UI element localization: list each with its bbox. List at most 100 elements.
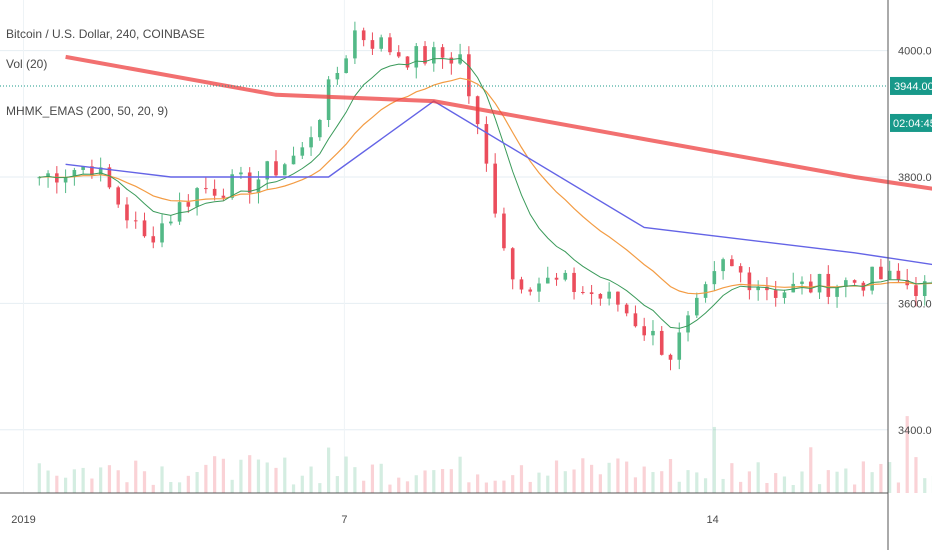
candle-body <box>449 57 454 64</box>
candle-body <box>169 221 173 224</box>
candle-body <box>160 223 164 243</box>
last-price-tag-label: 3944.00 <box>894 81 932 93</box>
candle-body <box>598 294 603 299</box>
candle-body <box>782 292 787 298</box>
price-tick-label: 3800.00 <box>898 172 932 184</box>
candle-body <box>265 161 270 180</box>
volume-bar <box>204 464 208 493</box>
volume-bar <box>546 475 550 493</box>
volume-bar <box>291 484 296 493</box>
candle-body <box>519 279 524 290</box>
volume-bar <box>353 467 357 493</box>
volume-bar <box>695 472 699 493</box>
candle-body <box>125 204 129 221</box>
volume-bar <box>81 467 85 493</box>
ema-9-line <box>39 57 932 329</box>
candle-body <box>335 73 340 80</box>
volume-bar <box>686 470 690 493</box>
candle-body <box>835 286 839 297</box>
volume-bar <box>660 471 664 493</box>
candle-body <box>870 266 874 291</box>
candle-body <box>879 266 883 280</box>
volume-bar <box>388 484 392 493</box>
volume-bar <box>756 462 760 493</box>
candle-body <box>844 280 848 287</box>
volume-bar <box>861 461 865 493</box>
volume-bar <box>55 475 59 493</box>
candle-body <box>773 290 778 298</box>
volume-bar <box>879 463 883 493</box>
volume-bar <box>64 477 68 493</box>
candle-body <box>721 259 725 272</box>
volume-bar <box>826 470 830 493</box>
volume-bar <box>37 463 41 493</box>
candle-body <box>204 188 208 190</box>
candle-body <box>247 172 252 193</box>
volume-bar <box>528 481 532 493</box>
volume-bar <box>309 466 313 493</box>
volume-bar <box>800 471 804 493</box>
candle-body <box>318 119 322 138</box>
volume-bar <box>116 470 120 493</box>
volume-bar <box>721 478 725 493</box>
price-tick-label: 4000.00 <box>898 46 932 58</box>
price-tick-label: 3400.00 <box>898 425 932 437</box>
volume-bar <box>747 471 751 493</box>
candle-body <box>63 177 68 183</box>
volume-bar <box>476 474 480 493</box>
candle-body <box>484 124 489 164</box>
volume-bar <box>923 478 927 493</box>
candle-body <box>46 173 50 178</box>
candle-body <box>414 46 419 68</box>
volume-bar <box>467 482 471 493</box>
volume-bar <box>432 470 436 493</box>
candle-body <box>326 79 331 120</box>
countdown-tag <box>890 113 932 132</box>
candle-body <box>896 270 901 281</box>
time-tick-label: 14 <box>706 514 718 526</box>
candle-body <box>81 166 85 170</box>
volume-bar <box>809 447 813 493</box>
candle-body <box>107 167 112 188</box>
candle-body <box>116 187 120 205</box>
volume-bar <box>274 467 278 493</box>
volume-bar <box>519 465 524 493</box>
candle-body <box>177 202 182 222</box>
ema-50-line <box>65 100 932 266</box>
candle-body <box>467 54 471 97</box>
candle-body <box>545 277 550 284</box>
candle-body <box>370 40 375 49</box>
volume-bar <box>239 459 243 493</box>
candle-body <box>186 202 191 207</box>
candle-body <box>624 304 629 314</box>
candle-body <box>423 46 427 64</box>
volume-bar <box>712 426 716 493</box>
candle-body <box>493 163 497 214</box>
candle-body <box>291 155 296 165</box>
candle-body <box>756 286 760 291</box>
volume-bar <box>668 459 673 493</box>
candle-body <box>686 315 690 333</box>
volume-bar <box>870 472 874 493</box>
candle-body <box>712 271 717 285</box>
volume-bar <box>572 469 576 493</box>
candle-body <box>256 179 261 193</box>
candle-body <box>817 273 822 293</box>
candle-body <box>300 147 305 156</box>
volume-bar <box>318 483 322 493</box>
volume-bar <box>817 484 822 493</box>
candle-body <box>37 177 42 179</box>
volume-bar <box>782 476 787 493</box>
candle-body <box>405 56 410 68</box>
volume-bar <box>616 458 620 493</box>
candle-body <box>852 280 857 283</box>
candle-body <box>282 164 287 176</box>
candle-body <box>695 297 699 316</box>
volume-bar <box>99 467 103 493</box>
volume-bar <box>142 471 147 493</box>
volume-bar <box>633 477 638 493</box>
candle-body <box>914 285 918 297</box>
candle-body <box>309 137 313 148</box>
